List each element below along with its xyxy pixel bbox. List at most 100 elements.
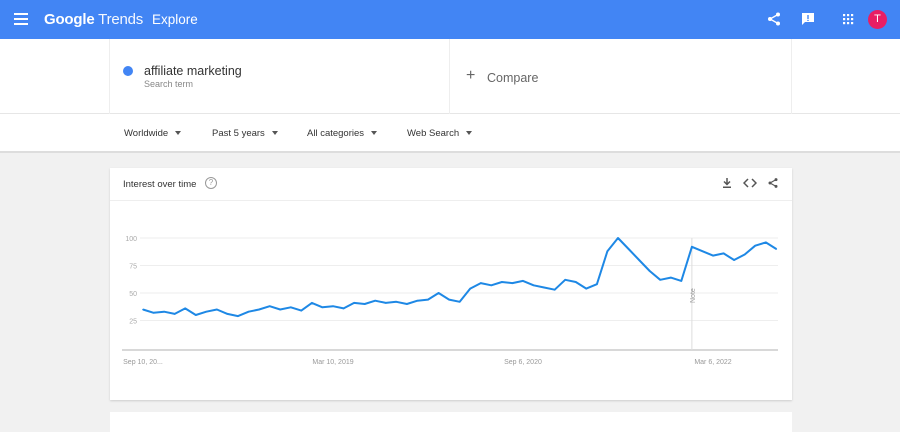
x-tick-label: Sep 6, 2020 (504, 359, 542, 366)
data-point (701, 250, 704, 252)
google-trends-logo[interactable]: Google Trends (44, 11, 143, 28)
data-point (416, 299, 419, 302)
search-terms-row: affiliate marketing Search term + Compar… (0, 39, 900, 114)
data-point (648, 270, 651, 272)
data-point (406, 303, 408, 305)
data-point (458, 301, 461, 303)
data-point (353, 302, 355, 304)
data-point (173, 313, 176, 315)
data-point (722, 252, 725, 255)
data-point (490, 284, 493, 287)
data-point (142, 308, 144, 311)
data-point (321, 306, 324, 309)
logo-trends: Trends (94, 11, 144, 28)
data-point (237, 315, 239, 317)
card-divider (110, 200, 792, 201)
data-point (764, 241, 767, 244)
menu-icon[interactable] (14, 13, 28, 25)
data-point (479, 282, 482, 284)
data-point (638, 259, 640, 261)
data-point (669, 276, 672, 279)
filters-bar: Worldwide Past 5 years All categories We… (0, 114, 900, 153)
data-point (469, 287, 472, 290)
data-point (247, 310, 250, 313)
data-point (395, 301, 398, 303)
data-point (553, 288, 556, 291)
data-point (574, 281, 577, 283)
data-point (184, 307, 187, 310)
data-point (374, 299, 377, 302)
data-point (226, 313, 229, 315)
data-point (258, 308, 260, 311)
data-point (332, 305, 334, 307)
term-color-dot (123, 66, 133, 76)
data-point (268, 305, 271, 307)
y-tick-label: 75 (129, 264, 137, 271)
share-icon[interactable] (767, 177, 779, 192)
embed-icon[interactable] (742, 177, 758, 192)
data-point (691, 246, 693, 248)
data-point (427, 298, 429, 301)
logo-google: Google (44, 11, 95, 28)
data-point (437, 292, 440, 294)
filter-time-range[interactable]: Past 5 years (212, 128, 278, 139)
series-line (142, 237, 777, 318)
data-point (754, 244, 757, 247)
top-bar: Google Trends Explore T (0, 0, 900, 39)
data-point (522, 280, 524, 282)
filter-category[interactable]: All categories (307, 128, 377, 139)
data-point (680, 280, 683, 282)
data-point (342, 307, 345, 310)
data-point (712, 254, 714, 257)
interest-over-time-card: Interest over time ? 25 50 75 100 Sep 10, 20… (110, 168, 792, 400)
avatar[interactable]: T (868, 10, 887, 29)
x-tick-label: Mar 6, 2022 (694, 359, 731, 366)
next-card (110, 412, 792, 432)
compare-label: Compare (487, 71, 539, 85)
data-point (659, 279, 662, 281)
apps-icon[interactable] (840, 11, 856, 27)
data-point (596, 283, 598, 285)
page-title: Explore (152, 12, 198, 27)
card-title: Interest over time (123, 179, 197, 190)
filter-region[interactable]: Worldwide (124, 128, 181, 139)
search-term-card[interactable]: affiliate marketing Search term (109, 39, 450, 114)
data-point (501, 281, 503, 283)
feedback-icon[interactable] (800, 11, 816, 27)
data-point (743, 253, 746, 256)
data-point (564, 279, 567, 281)
compare-button[interactable]: + Compare (451, 39, 792, 114)
data-point (311, 302, 313, 304)
data-point (775, 248, 778, 250)
data-point (733, 259, 735, 261)
data-point (279, 308, 282, 311)
data-point (205, 310, 208, 313)
search-term-type: Search term (144, 79, 194, 89)
data-point (163, 310, 165, 313)
download-icon[interactable] (721, 177, 733, 192)
y-tick-label: 100 (125, 236, 137, 243)
x-tick-label: Sep 10, 20... (123, 359, 163, 366)
data-point (543, 286, 545, 289)
data-point (585, 287, 588, 290)
data-point (384, 302, 387, 304)
data-point (152, 312, 155, 314)
x-tick-label: Mar 10, 2019 (312, 359, 353, 366)
data-point (289, 306, 292, 309)
data-point (448, 298, 450, 301)
data-point (300, 309, 303, 312)
data-point (606, 250, 609, 252)
y-tick-label: 25 (129, 319, 137, 326)
filter-search-type[interactable]: Web Search (407, 128, 472, 139)
annotation-label: Note (690, 288, 697, 303)
search-term-name[interactable]: affiliate marketing (144, 64, 242, 78)
help-icon[interactable]: ? (205, 177, 217, 189)
data-point (194, 314, 197, 316)
y-tick-label: 50 (129, 291, 137, 298)
data-point (617, 237, 619, 239)
interest-chart: 25 50 75 100 Sep 10, 20... Mar 10, 2019 Sep 6,… (122, 236, 778, 366)
share-icon[interactable] (766, 11, 782, 27)
data-point (627, 248, 630, 250)
plus-icon: + (466, 67, 476, 84)
data-point (216, 308, 218, 311)
